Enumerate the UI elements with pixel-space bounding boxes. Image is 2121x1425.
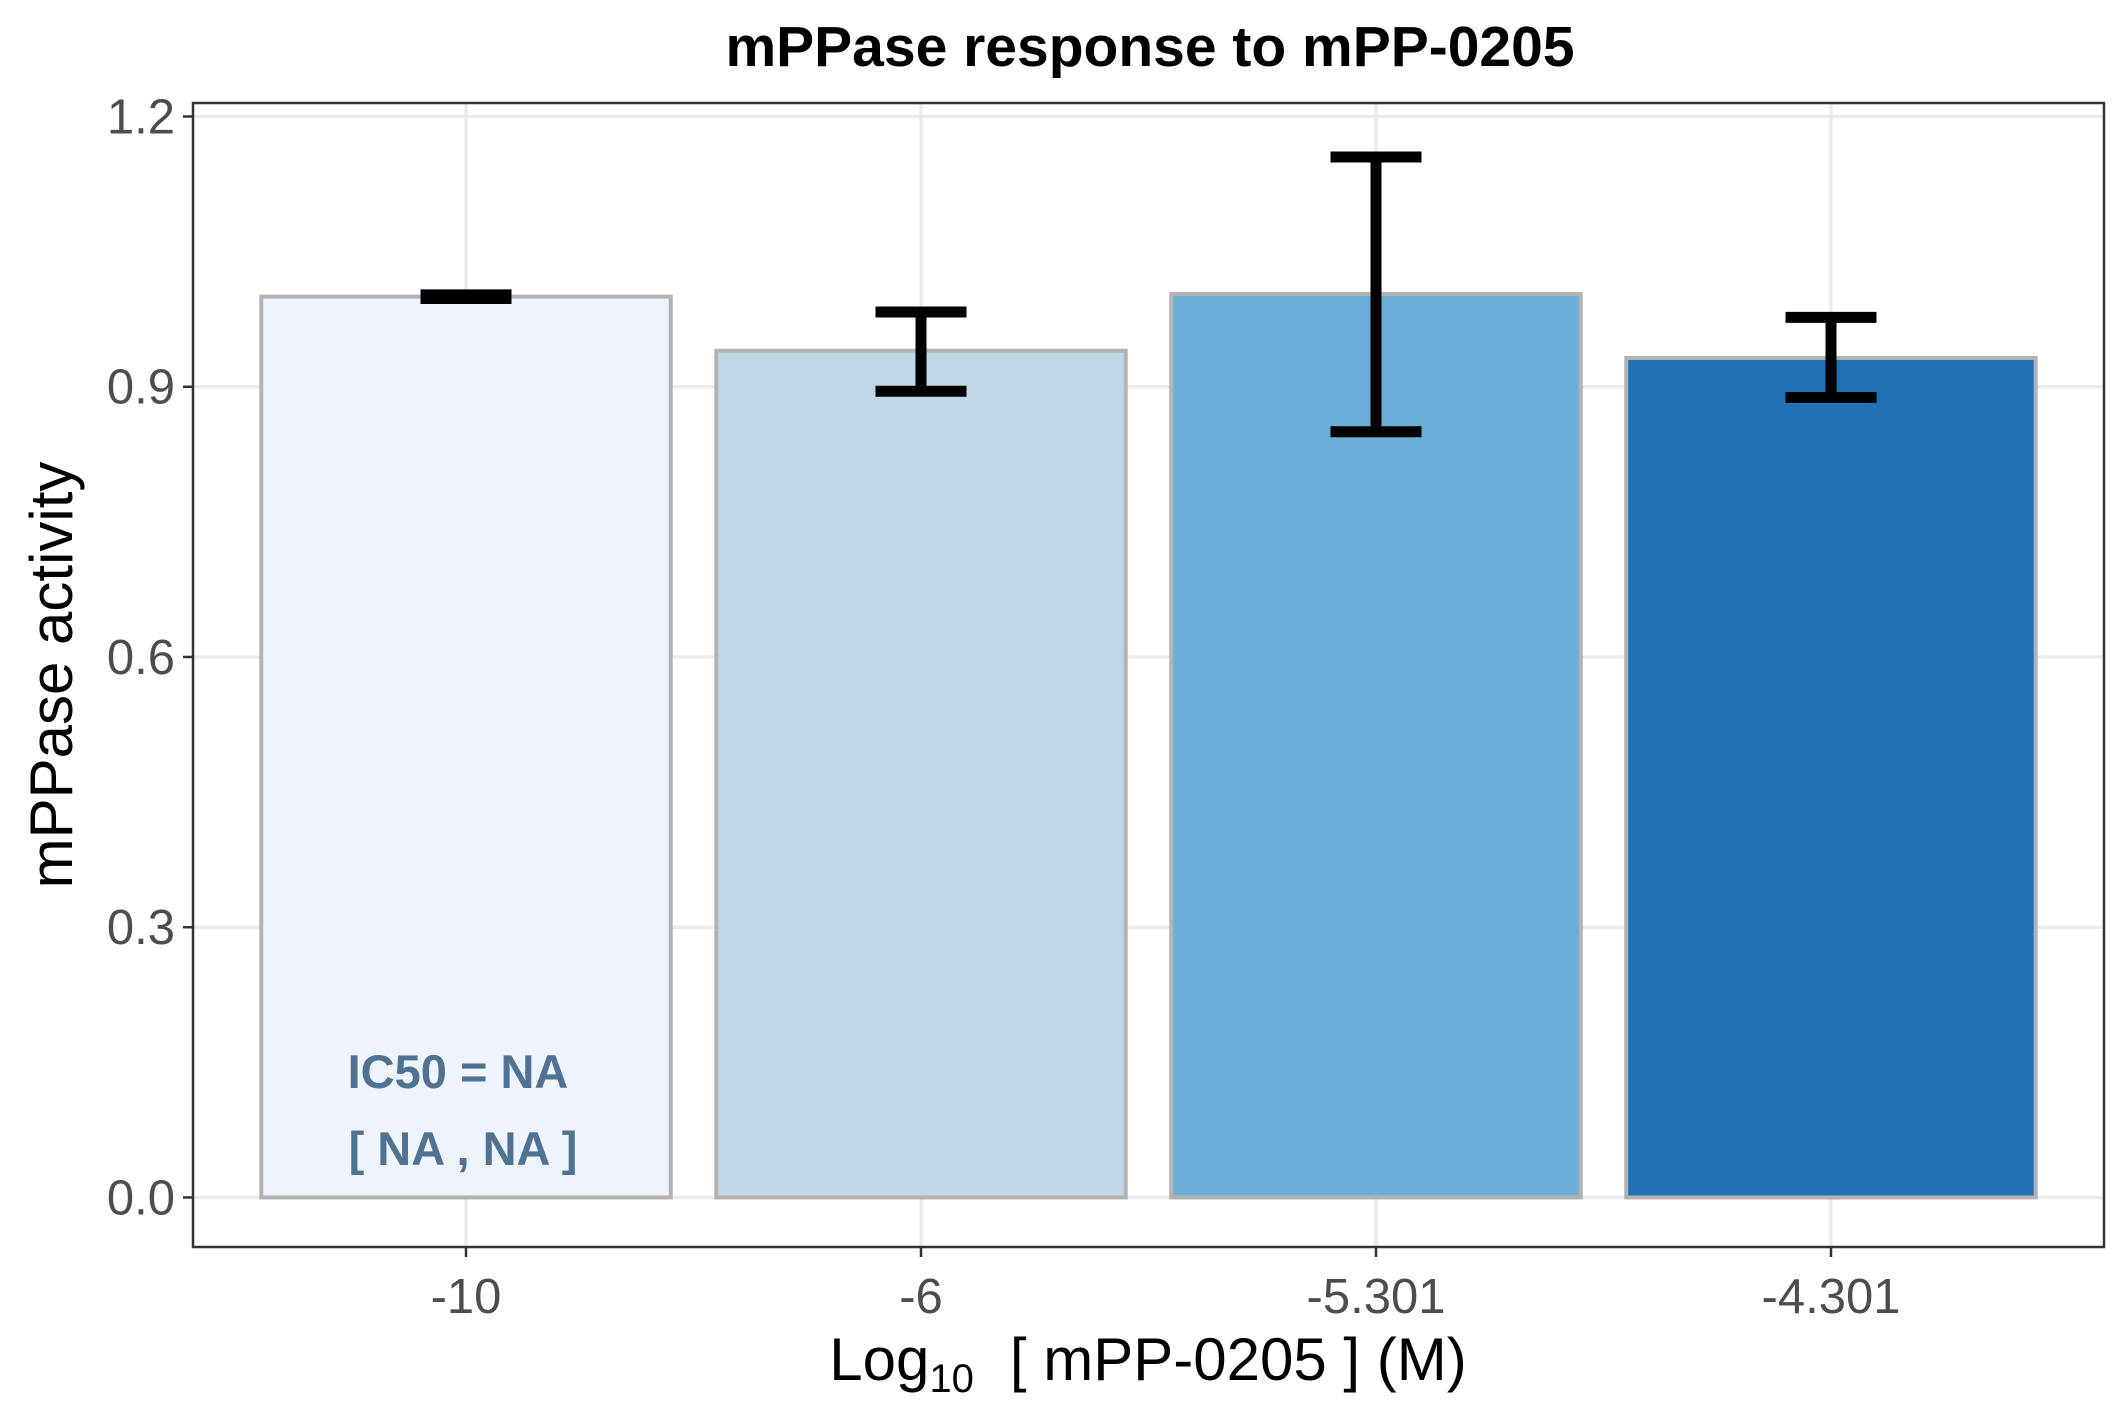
ic50-annotation: IC50 = NA xyxy=(348,1045,569,1098)
bars xyxy=(259,291,2038,1200)
x-tick-label: -10 xyxy=(431,1270,502,1324)
y-tick-label: 1.2 xyxy=(107,91,175,145)
x-axis-label: Log10 [ mPP-0205 ] (M) xyxy=(829,1326,1466,1401)
bar xyxy=(1624,355,2038,1200)
x-tick-label: -5.301 xyxy=(1307,1270,1446,1324)
ic50-interval-annotation: [ NA , NA ] xyxy=(349,1122,578,1175)
y-tick-label: 0.9 xyxy=(107,361,175,415)
bar xyxy=(1169,291,1583,1200)
x-tick-label: -6 xyxy=(899,1270,943,1324)
chart-title: mPPase response to mPP-0205 xyxy=(725,15,1574,79)
x-axis-label-subscript: 10 xyxy=(929,1357,974,1401)
x-axis-label-prefix: Log xyxy=(829,1326,929,1393)
y-tick-label: 0.3 xyxy=(107,901,175,955)
axis-ticks: 0.0 0.3 0.6 0.9 1.2 -10 -6 -5.301 -4.301 xyxy=(107,91,1901,1324)
error-bars xyxy=(420,151,1877,438)
x-tick-label: -4.301 xyxy=(1762,1270,1901,1324)
x-axis-label-suffix: [ mPP-0205 ] (M) xyxy=(1010,1326,1467,1393)
y-tick-label: 0.6 xyxy=(107,631,175,685)
bar xyxy=(259,294,673,1200)
y-tick-label: 0.0 xyxy=(107,1171,175,1225)
y-axis-label: mPPase activity xyxy=(18,462,85,889)
bar xyxy=(714,348,1128,1200)
plot-panel-border xyxy=(191,101,2106,1249)
